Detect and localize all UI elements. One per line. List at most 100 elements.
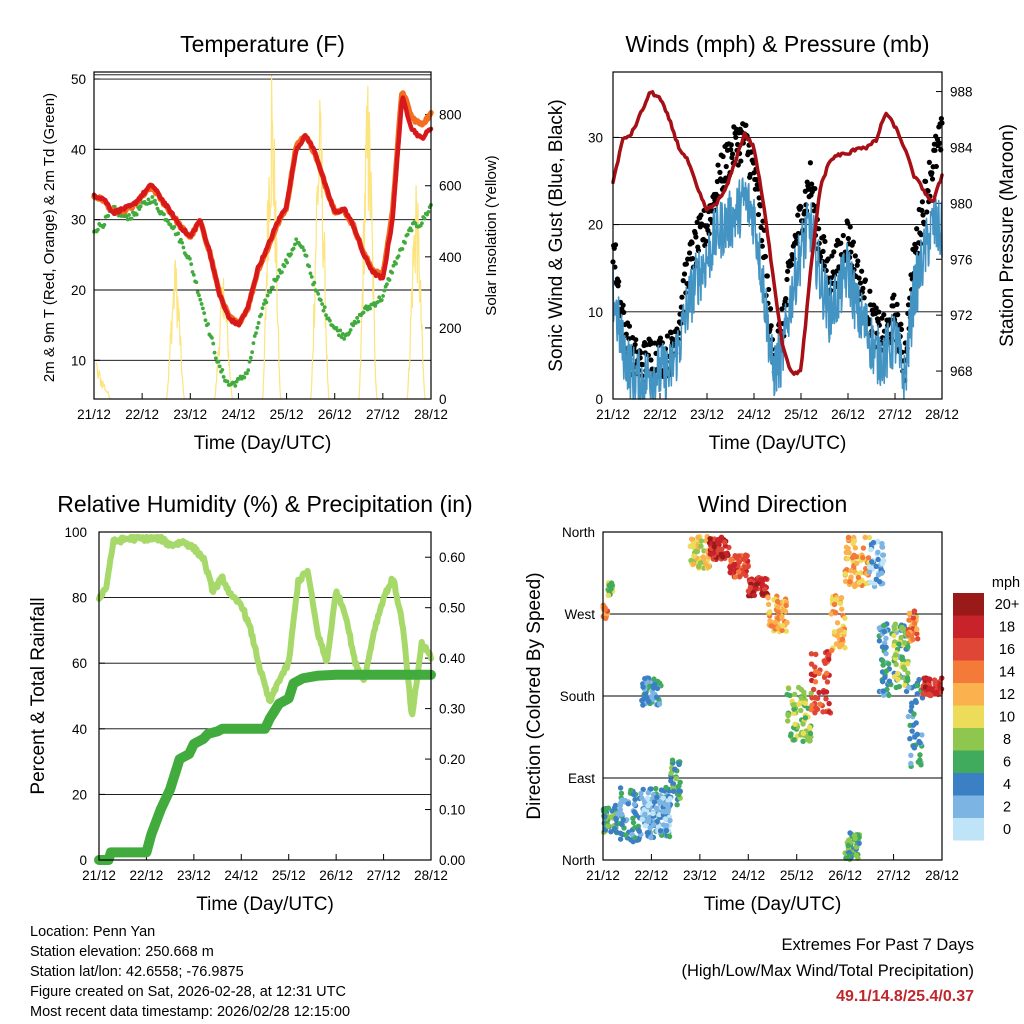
direction-point <box>648 834 654 841</box>
direction-point <box>823 670 830 676</box>
dewpoint-point <box>361 310 366 315</box>
direction-point <box>792 721 798 727</box>
direction-point <box>605 805 612 811</box>
dewpoint-point <box>247 359 252 364</box>
direction-point <box>613 815 619 821</box>
direction-point <box>801 689 807 695</box>
direction-point <box>813 651 819 658</box>
x-tick-label: 25/12 <box>780 868 814 883</box>
direction-point <box>617 836 624 842</box>
direction-point <box>648 786 654 792</box>
direction-point <box>909 700 915 706</box>
y2-tick-label: 200 <box>439 321 462 336</box>
y2-tick-label: 0.50 <box>439 601 465 616</box>
direction-point <box>906 610 913 616</box>
gust-point <box>809 181 815 187</box>
gust-point <box>873 305 879 311</box>
direction-point <box>802 700 808 706</box>
direction-point <box>845 534 852 541</box>
dewpoint-point <box>180 240 185 245</box>
direction-point <box>883 650 889 657</box>
direction-point <box>879 544 886 550</box>
direction-point <box>891 674 898 680</box>
direction-point <box>736 553 742 559</box>
direction-point <box>688 536 695 542</box>
insolation-line <box>310 99 330 400</box>
pressure-line <box>611 90 944 376</box>
dewpoint-point <box>203 318 208 323</box>
dewpoint-point <box>307 264 312 269</box>
gust-point <box>743 122 749 128</box>
dewpoint-point <box>206 322 210 326</box>
direction-point <box>785 718 791 724</box>
dewpoint-point <box>150 195 155 199</box>
y2-axis-label: Station Pressure (Maroon) <box>997 124 1018 347</box>
direction-point <box>800 721 806 727</box>
direction-point <box>826 651 832 657</box>
direction-point <box>813 705 819 711</box>
direction-point <box>839 636 846 642</box>
direction-point <box>808 690 814 697</box>
direction-point <box>727 569 733 576</box>
direction-point <box>914 691 920 697</box>
gust-point <box>831 249 837 255</box>
direction-point <box>812 679 819 685</box>
x-tick-label: 27/12 <box>877 868 911 883</box>
dewpoint-point <box>199 302 204 306</box>
gust-point <box>829 253 835 259</box>
direction-point <box>660 795 666 801</box>
dewpoint-point <box>106 213 111 218</box>
direction-point <box>905 670 911 676</box>
gust-point <box>690 255 696 262</box>
direction-point <box>875 556 881 563</box>
dewpoint-point <box>348 328 353 332</box>
gust-point <box>850 239 857 245</box>
direction-point <box>831 601 838 608</box>
direction-point <box>817 701 823 707</box>
direction-point <box>914 626 920 633</box>
dewpoint-point <box>342 337 347 341</box>
recent-text: Most recent data timestamp: 2026/02/28 1… <box>30 1004 351 1020</box>
colorbar-swatch <box>953 660 984 683</box>
direction-point <box>720 554 726 560</box>
gust-point <box>783 295 789 302</box>
dewpoint-point <box>282 264 287 269</box>
dewpoint-point <box>322 305 327 310</box>
direction-point <box>630 815 636 821</box>
colorbar-label: 6 <box>1003 755 1011 771</box>
direction-point <box>917 757 923 763</box>
y2-tick-label: 980 <box>950 196 973 211</box>
y-tick-label: 40 <box>71 142 86 157</box>
temp-2m-line <box>91 95 434 328</box>
gust-point <box>762 253 769 260</box>
dewpoint-point <box>220 367 225 372</box>
direction-point <box>911 608 917 615</box>
x-tick-label: 26/12 <box>831 407 865 422</box>
gust-point <box>683 261 689 267</box>
direction-point <box>913 699 919 706</box>
y2-tick-label: 984 <box>950 140 973 155</box>
direction-point <box>727 564 733 570</box>
dewpoint-point <box>154 202 159 206</box>
direction-point <box>784 691 790 698</box>
direction-point <box>876 578 883 585</box>
dewpoint-point <box>242 375 247 380</box>
direction-point <box>742 564 748 570</box>
y-tick-label: 80 <box>72 591 87 606</box>
x-tick-label: 23/12 <box>177 868 211 883</box>
dewpoint-point <box>385 282 389 287</box>
direction-point <box>667 795 673 802</box>
x-tick-label: 24/12 <box>737 407 771 422</box>
gust-point <box>698 212 704 218</box>
direction-point <box>690 561 697 567</box>
direction-point <box>663 784 669 791</box>
direction-point <box>785 711 791 718</box>
station-info: Location: Penn Yan Station elevation: 25… <box>30 922 350 1022</box>
direction-point <box>886 692 892 699</box>
direction-point <box>691 553 697 559</box>
direction-point <box>866 569 873 575</box>
gust-point <box>616 278 622 285</box>
gust-point <box>852 253 858 259</box>
x-axis-label: Time (Day/UTC) <box>196 894 334 915</box>
direction-point <box>904 675 911 681</box>
